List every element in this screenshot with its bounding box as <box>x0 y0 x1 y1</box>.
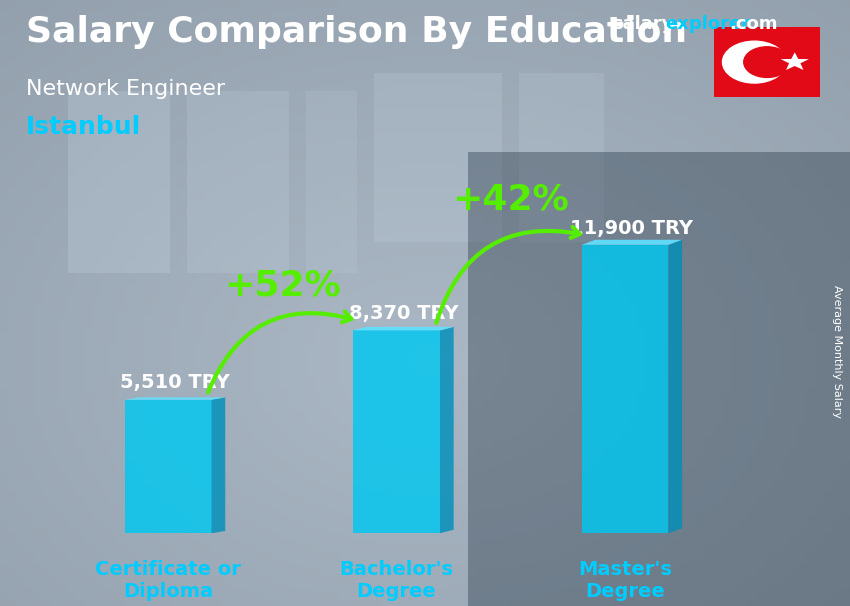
Text: salary: salary <box>612 15 673 33</box>
Text: Certificate or
Diploma: Certificate or Diploma <box>95 560 241 601</box>
Bar <box>518 73 604 242</box>
Text: 8,370 TRY: 8,370 TRY <box>348 304 458 323</box>
Polygon shape <box>581 240 682 245</box>
Text: explorer: explorer <box>666 15 751 33</box>
Text: Master's
Degree: Master's Degree <box>578 560 672 601</box>
Text: Salary Comparison By Education: Salary Comparison By Education <box>26 15 687 49</box>
Circle shape <box>744 47 790 78</box>
Text: 5,510 TRY: 5,510 TRY <box>120 373 230 393</box>
Text: +42%: +42% <box>452 183 570 217</box>
Bar <box>374 73 502 242</box>
Text: 11,900 TRY: 11,900 TRY <box>570 219 694 238</box>
Bar <box>306 91 357 273</box>
Bar <box>187 91 289 273</box>
Text: Istanbul: Istanbul <box>26 115 141 139</box>
Polygon shape <box>125 398 225 400</box>
Text: Bachelor's
Degree: Bachelor's Degree <box>340 560 454 601</box>
Bar <box>68 91 170 273</box>
Text: .com: .com <box>729 15 778 33</box>
Text: Average Monthly Salary: Average Monthly Salary <box>832 285 842 418</box>
Text: Network Engineer: Network Engineer <box>26 79 224 99</box>
Bar <box>468 152 850 606</box>
Polygon shape <box>780 52 809 70</box>
Circle shape <box>722 41 786 83</box>
Polygon shape <box>440 327 454 533</box>
Polygon shape <box>354 327 454 330</box>
Polygon shape <box>354 330 440 533</box>
Polygon shape <box>212 398 225 533</box>
Polygon shape <box>668 240 682 533</box>
Polygon shape <box>125 400 212 533</box>
Polygon shape <box>581 245 668 533</box>
Text: +52%: +52% <box>224 268 341 302</box>
